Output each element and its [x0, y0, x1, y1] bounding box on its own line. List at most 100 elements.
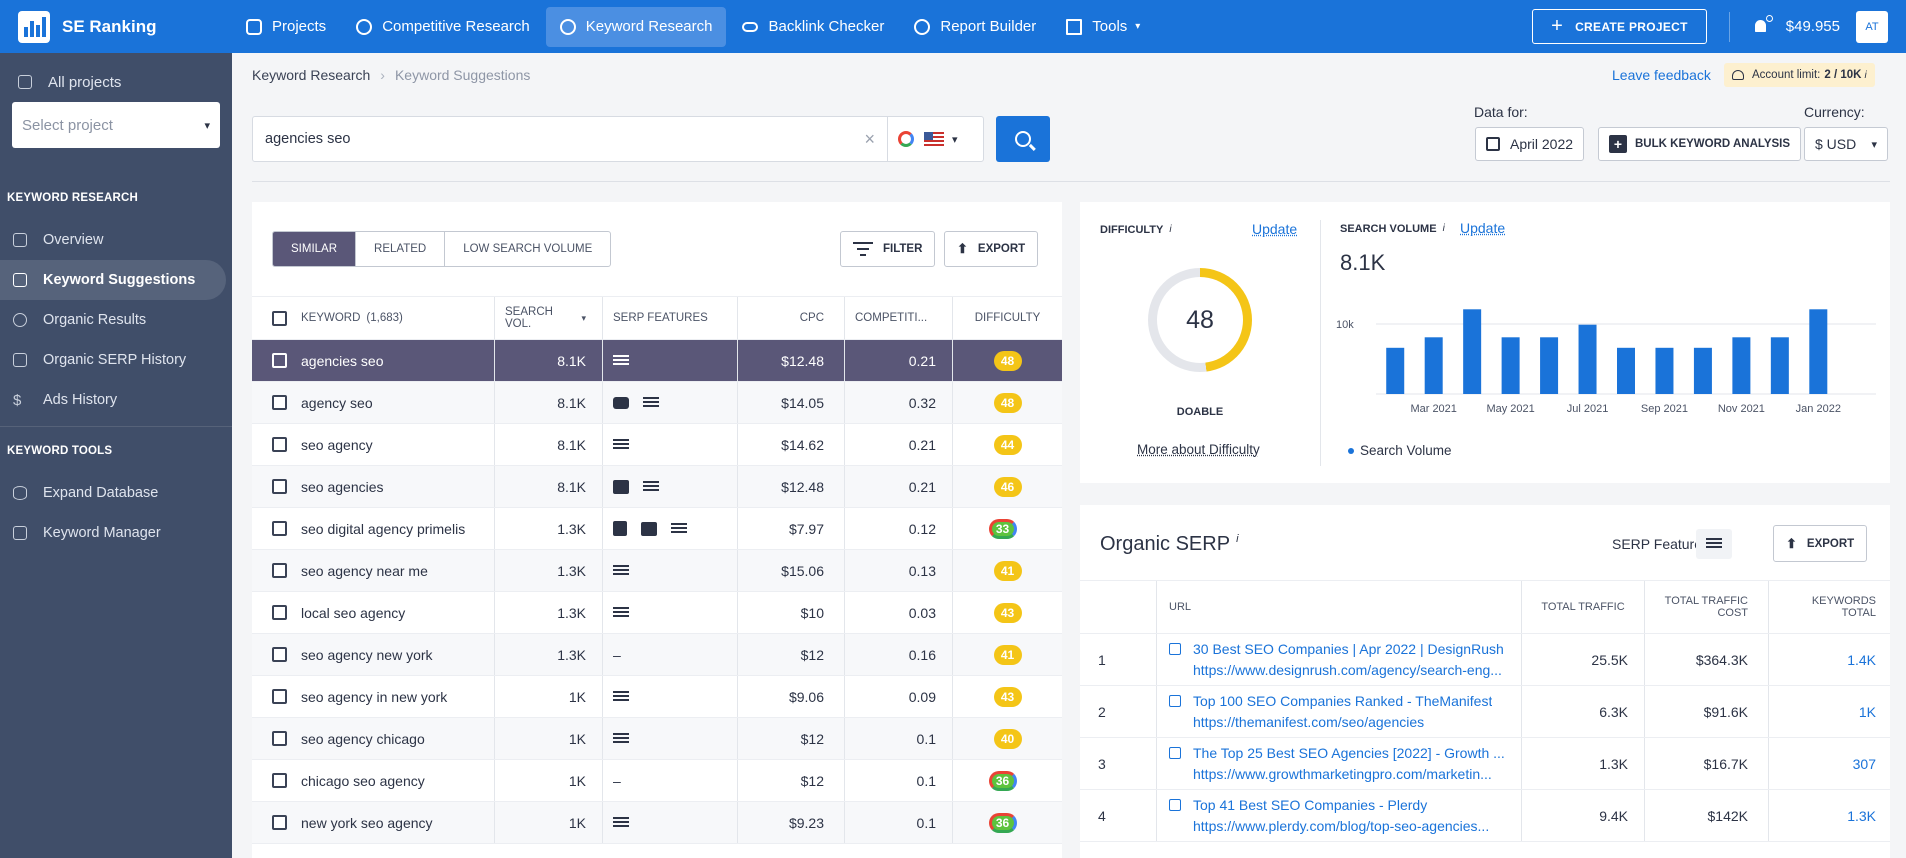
header-keyword[interactable]: KEYWORD	[301, 312, 361, 324]
keyword-cell[interactable]: agencies seo	[301, 352, 384, 369]
chart-bar[interactable]	[1540, 337, 1559, 394]
chart-bar[interactable]	[1578, 324, 1597, 394]
nav-keyword-research[interactable]: Keyword Research	[545, 6, 727, 47]
table-row[interactable]: chicago seo agency 1K – $12 0.1 36	[252, 760, 1062, 802]
avatar[interactable]: AT	[1856, 10, 1888, 43]
serp-result-url[interactable]: https://www.plerdy.com/blog/top-seo-agen…	[1193, 817, 1490, 834]
table-row[interactable]: agencies seo 8.1K $12.48 0.21 48	[252, 340, 1062, 382]
tab-low-search-volume[interactable]: LOW SEARCH VOLUME	[463, 243, 593, 255]
chart-bar[interactable]	[1770, 337, 1789, 394]
row-checkbox[interactable]	[272, 437, 287, 452]
chart-bar[interactable]	[1617, 347, 1635, 394]
serp-result-title-link[interactable]: Top 41 Best SEO Companies - Plerdy	[1169, 795, 1489, 816]
keyword-cell[interactable]: local seo agency	[301, 604, 406, 621]
info-icon[interactable]: i	[1864, 69, 1867, 81]
balance[interactable]: $49.955	[1785, 18, 1840, 35]
filter-button[interactable]: FILTER	[840, 231, 936, 267]
sidebar-item-keyword-suggestions[interactable]: Keyword Suggestions	[0, 260, 226, 300]
currency-select[interactable]: $ USD ▾	[1804, 127, 1888, 161]
table-row[interactable]: local seo agency 1.3K $10 0.03 43	[252, 592, 1062, 634]
serp-result-url[interactable]: https://www.growthmarketingpro.com/marke…	[1193, 765, 1492, 782]
export-button[interactable]: ⬆ EXPORT	[944, 231, 1039, 267]
sidebar-all-projects[interactable]: All projects	[0, 62, 232, 102]
date-picker-button[interactable]: April 2022	[1475, 127, 1585, 161]
sidebar-item-ads-history[interactable]: $ Ads History	[0, 380, 226, 420]
header-url[interactable]: URL	[1169, 601, 1192, 613]
header-keywords[interactable]: KEYWORDS	[1811, 595, 1876, 607]
chart-bar[interactable]	[1424, 337, 1443, 394]
nav-tools[interactable]: Tools ▾	[1052, 7, 1154, 47]
table-row[interactable]: new york seo agency 1K $9.23 0.1 36	[252, 802, 1062, 844]
header-cpc[interactable]: CPC	[799, 312, 824, 324]
search-engine-select[interactable]: ▾	[887, 117, 983, 161]
serp-result-title-link[interactable]: Top 100 SEO Companies Ranked - TheManife…	[1169, 691, 1492, 712]
info-icon[interactable]: i	[1169, 224, 1172, 235]
nav-projects[interactable]: Projects	[232, 7, 340, 47]
serp-result-url[interactable]: https://themanifest.com/seo/agencies	[1193, 713, 1425, 730]
create-project-button[interactable]: + CREATE PROJECT	[1532, 9, 1707, 44]
keyword-cell[interactable]: chicago seo agency	[301, 772, 425, 789]
table-row[interactable]: seo agency in new york 1K $9.06 0.09 43	[252, 676, 1062, 718]
bell-icon[interactable]	[1752, 14, 1773, 36]
more-about-difficulty-link[interactable]: More about Difficulty	[1137, 442, 1260, 457]
row-checkbox[interactable]	[272, 605, 287, 620]
chart-bar[interactable]	[1655, 347, 1674, 394]
clear-icon[interactable]: ×	[864, 128, 875, 149]
bulk-keyword-analysis-button[interactable]: + BULK KEYWORD ANALYSIS	[1598, 127, 1802, 161]
breadcrumb-keyword-research[interactable]: Keyword Research	[252, 67, 371, 83]
header-competition[interactable]: COMPETITI...	[855, 312, 928, 324]
search-input[interactable]: agencies seo	[265, 131, 351, 147]
project-select[interactable]: Select project ▾	[12, 102, 220, 148]
row-checkbox[interactable]	[272, 353, 287, 368]
keyword-cell[interactable]: seo agency in new york	[301, 688, 448, 705]
header-traffic-cost[interactable]: TOTAL TRAFFIC	[1664, 595, 1748, 607]
keyword-cell[interactable]: new york seo agency	[301, 814, 433, 831]
table-row[interactable]: seo agency near me 1.3K $15.06 0.13 41	[252, 550, 1062, 592]
keyword-cell[interactable]: seo agency chicago	[301, 730, 425, 747]
nav-backlink-checker[interactable]: Backlink Checker	[728, 7, 898, 47]
select-all-checkbox[interactable]	[272, 310, 287, 326]
serp-features-toggle[interactable]	[1696, 529, 1732, 559]
nav-report-builder[interactable]: Report Builder	[900, 7, 1050, 47]
chart-legend[interactable]: Search Volume	[1348, 443, 1452, 458]
chart-bar[interactable]	[1693, 347, 1712, 394]
table-row[interactable]: seo agency chicago 1K $12 0.1 40	[252, 718, 1062, 760]
keywords-total-link[interactable]: 307	[1852, 755, 1876, 772]
brand[interactable]: SE Ranking	[0, 10, 232, 43]
header-search-volume[interactable]: SEARCH VOL.	[505, 306, 553, 330]
keyword-cell[interactable]: seo digital agency primelis	[301, 520, 466, 537]
chart-bar[interactable]	[1809, 309, 1828, 394]
table-row[interactable]: seo agency 8.1K $14.62 0.21 44	[252, 424, 1062, 466]
row-checkbox[interactable]	[272, 563, 287, 578]
keywords-total-link[interactable]: 1K	[1858, 703, 1876, 720]
keyword-cell[interactable]: seo agency	[301, 436, 373, 453]
row-checkbox[interactable]	[272, 815, 287, 830]
sort-down-icon[interactable]: ▾	[581, 312, 586, 323]
chart-bar[interactable]	[1386, 347, 1405, 394]
sidebar-item-keyword-manager[interactable]: Keyword Manager	[0, 513, 226, 553]
sidebar-item-organic-serp-history[interactable]: Organic SERP History	[0, 340, 226, 380]
row-checkbox[interactable]	[272, 647, 287, 662]
search-button[interactable]	[996, 116, 1050, 162]
serp-result-title-link[interactable]: 30 Best SEO Companies | Apr 2022 | Desig…	[1169, 639, 1504, 660]
tab-similar[interactable]: SIMILAR	[273, 232, 357, 266]
keyword-cell[interactable]: seo agency new york	[301, 646, 433, 663]
chart-bar[interactable]	[1501, 337, 1520, 394]
row-checkbox[interactable]	[272, 689, 287, 704]
table-row[interactable]: seo digital agency primelis 1.3K $7.97 0…	[252, 508, 1062, 550]
row-checkbox[interactable]	[272, 479, 287, 494]
tab-related[interactable]: RELATED	[356, 232, 446, 266]
keyword-cell[interactable]: agency seo	[301, 394, 373, 411]
sidebar-item-expand-database[interactable]: Expand Database	[0, 473, 226, 513]
header-serp-features[interactable]: SERP FEATURES	[613, 312, 708, 324]
nav-competitive-research[interactable]: Competitive Research	[342, 7, 544, 47]
leave-feedback-link[interactable]: Leave feedback	[1612, 67, 1711, 83]
info-icon[interactable]: i	[1236, 533, 1239, 545]
row-checkbox[interactable]	[272, 521, 287, 536]
table-row[interactable]: seo agencies 8.1K $12.48 0.21 46	[252, 466, 1062, 508]
sidebar-item-overview[interactable]: Overview	[0, 220, 226, 260]
row-checkbox[interactable]	[272, 395, 287, 410]
row-checkbox[interactable]	[272, 731, 287, 746]
info-icon[interactable]: i	[1442, 223, 1445, 234]
serp-result-title-link[interactable]: The Top 25 Best SEO Agencies [2022] - Gr…	[1169, 743, 1505, 764]
